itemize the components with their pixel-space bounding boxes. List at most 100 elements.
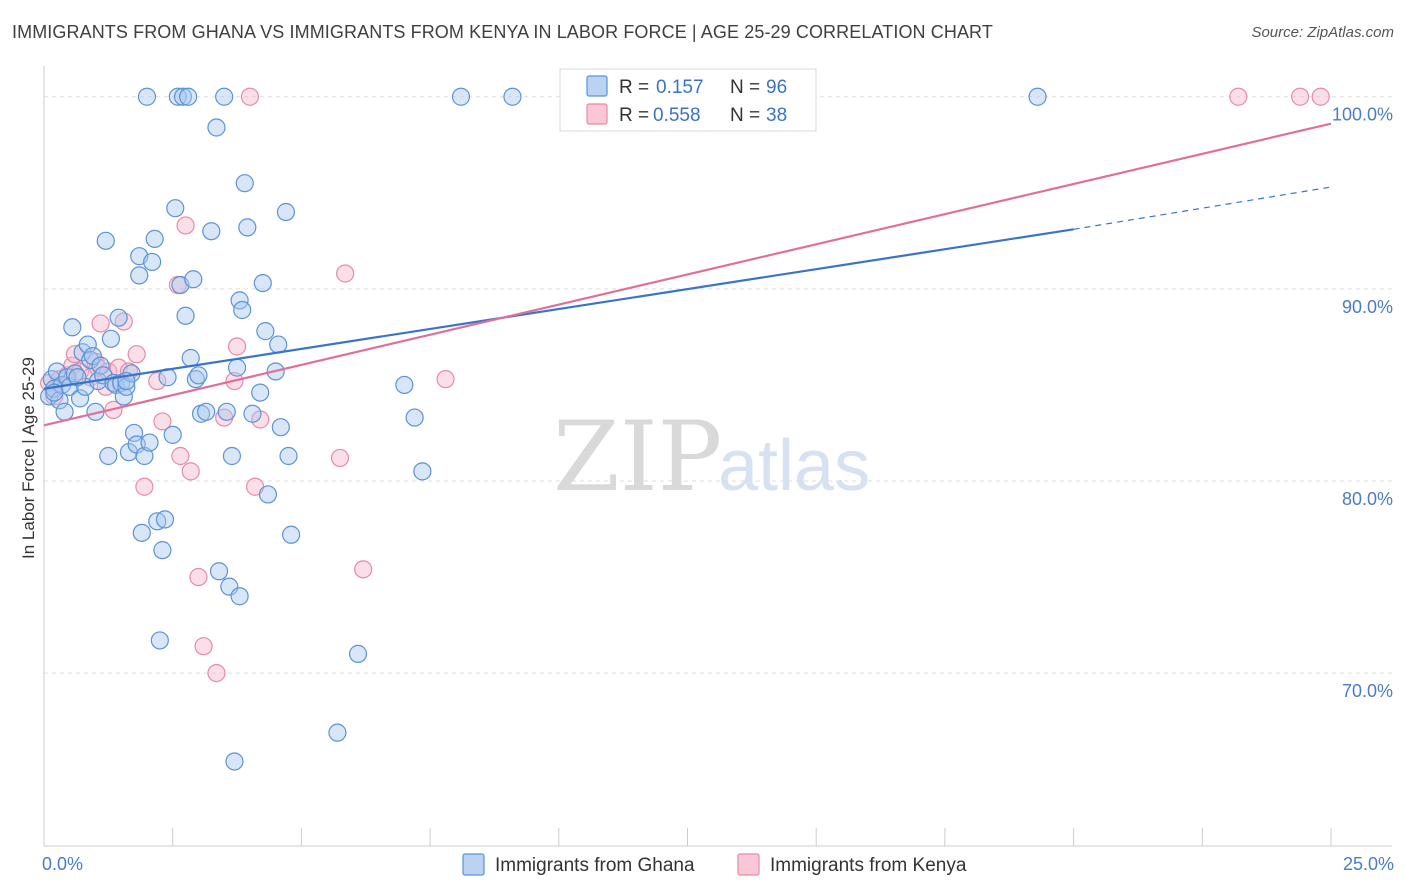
trend-lines — [43, 122, 1332, 427]
kenya-point-30 — [227, 337, 247, 356]
ghana-point-32 — [124, 423, 144, 443]
ghana-point-59 — [197, 402, 216, 421]
ghana-point-3 — [47, 362, 66, 381]
ghana-point-52 — [176, 306, 195, 325]
ghana-point-63 — [215, 87, 234, 106]
y-tick-label-70: 70.0% — [1342, 681, 1393, 701]
ghana-point-92 — [1028, 87, 1047, 106]
ghana-point-38 — [137, 87, 157, 106]
chart-title: IMMIGRANTS FROM GHANA VS IMMIGRANTS FROM… — [12, 22, 993, 42]
legend-box: R = 0.157 N = 96 R = 0.558 N = 38 — [559, 68, 817, 132]
ghana-point-39 — [140, 433, 159, 452]
ghana-point-22 — [99, 446, 118, 466]
y-tick-label-90: 90.0% — [1342, 297, 1393, 317]
ghana-point-48 — [166, 199, 185, 218]
watermark: ZIP atlas — [553, 401, 870, 513]
ghana-point-94 — [68, 368, 87, 387]
ghana-trend-extension — [1073, 186, 1332, 230]
ghana-point-83 — [279, 446, 298, 466]
ghana-point-76 — [253, 273, 272, 293]
ghana-point-72 — [235, 174, 254, 193]
ghana-point-53 — [179, 87, 198, 106]
kenya-trend-line — [43, 122, 1332, 427]
ghana-point-66 — [222, 446, 242, 466]
kenya-point-10 — [91, 314, 110, 333]
ghana-point-11 — [70, 389, 90, 408]
ghana-point-68 — [227, 358, 247, 377]
bottom-legend: Immigrants from Ghana Immigrants from Ke… — [462, 853, 967, 876]
ghana-point-61 — [207, 118, 226, 137]
ghana-trend-line — [43, 228, 1074, 390]
kenya-point-17 — [127, 345, 146, 364]
bottom-legend-ghana: Immigrants from Ghana — [495, 855, 695, 876]
ghana-point-73 — [238, 218, 257, 237]
kenya-point-39 — [1291, 87, 1310, 106]
bottom-legend-kenya: Immigrants from Kenya — [770, 855, 967, 876]
ghana-point-9 — [63, 318, 82, 337]
y-axis-label: In Labor Force | Age 25-29 — [19, 357, 38, 559]
ghana-point-45 — [155, 510, 175, 529]
kenya-point-38 — [1229, 87, 1248, 106]
ghana-points — [40, 87, 1047, 771]
kenya-point-26 — [194, 637, 213, 656]
kenya-point-36 — [354, 560, 373, 579]
ghana-point-55 — [184, 270, 203, 289]
bottom-legend-swatch-kenya — [737, 853, 760, 876]
ghana-point-69 — [230, 587, 249, 606]
legend-ghana-n-value: 96 — [766, 77, 787, 98]
ghana-point-43 — [150, 631, 169, 650]
ghana-point-85 — [328, 723, 347, 742]
ghana-point-67 — [225, 752, 244, 771]
ghana-point-37 — [135, 446, 154, 466]
legend-swatch-ghana — [586, 75, 608, 97]
kenya-point-34 — [330, 448, 350, 468]
ghana-point-16 — [83, 346, 103, 366]
ghana-point-88 — [405, 408, 424, 427]
kenya-point-24 — [181, 462, 200, 481]
legend-kenya-n-value: 38 — [766, 105, 787, 126]
ghana-point-75 — [251, 383, 270, 402]
tick-labels: 70.0% 80.0% 90.0% 100.0% 0.0% 25.0% — [42, 105, 1394, 874]
ghana-point-51 — [173, 87, 193, 106]
ghana-point-86 — [348, 644, 368, 663]
legend-kenya-r-value: 0.558 — [653, 105, 701, 126]
x-tick-label-25: 25.0% — [1343, 854, 1394, 874]
kenya-point-40 — [1311, 87, 1330, 106]
ghana-point-35 — [130, 266, 149, 285]
legend-ghana-r-label: R = — [619, 77, 649, 98]
ghana-point-87 — [395, 375, 414, 395]
ghana-point-23 — [101, 329, 121, 348]
ghana-point-36 — [132, 523, 151, 542]
legend-ghana-n-label: N = — [730, 77, 760, 98]
ghana-point-64 — [217, 402, 236, 421]
watermark-atlas: atlas — [718, 426, 870, 506]
kenya-point-23 — [176, 216, 195, 235]
bottom-legend-swatch-ghana — [462, 853, 485, 876]
ghana-point-49 — [168, 87, 187, 106]
axes — [43, 66, 1392, 847]
kenya-point-22 — [171, 446, 190, 466]
ghana-point-47 — [163, 425, 182, 444]
legend-swatch-kenya — [586, 103, 608, 125]
ghana-point-62 — [209, 562, 229, 581]
ghana-point-6 — [55, 402, 74, 421]
ghana-point-14 — [78, 335, 97, 354]
kenya-point-37 — [436, 370, 455, 389]
kenya-point-31 — [240, 87, 260, 106]
ghana-point-26 — [109, 308, 128, 327]
ghana-point-78 — [258, 485, 278, 504]
ghana-point-57 — [189, 366, 208, 385]
kenya-point-19 — [148, 371, 167, 391]
kenya-point-35 — [336, 264, 355, 283]
kenya-point-20 — [153, 412, 172, 431]
ghana-point-74 — [243, 404, 262, 423]
ghana-point-21 — [96, 231, 115, 250]
source-credit: Source: ZipAtlas.com — [1251, 24, 1394, 41]
ghana-point-77 — [256, 322, 275, 341]
legend-kenya-r-label: R = — [619, 105, 649, 126]
kenya-point-18 — [135, 477, 154, 496]
legend-ghana-r-value: 0.157 — [656, 77, 704, 98]
y-tick-label-80: 80.0% — [1342, 489, 1393, 509]
ghana-point-90 — [451, 87, 471, 106]
